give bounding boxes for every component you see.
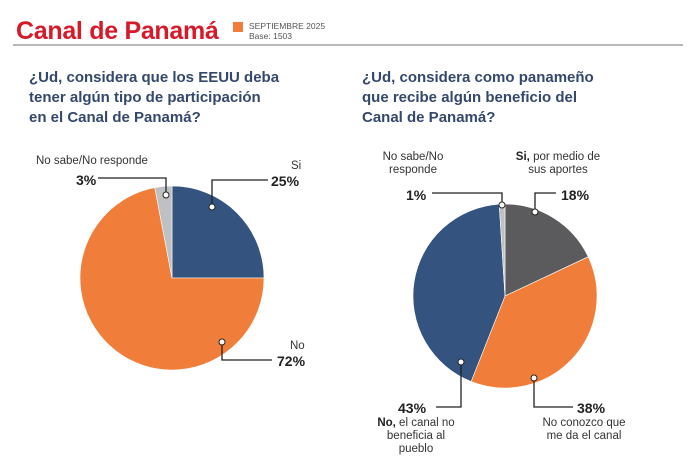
chart-1-value-nsnr: 3%: [76, 172, 97, 188]
chart-1-value-no: 72%: [277, 353, 306, 369]
chart-2-label-si-bold: Si,: [515, 151, 530, 163]
chart-2-label-si: Si, por medio de sus aportes: [513, 151, 603, 177]
chart-2-leader-no: [436, 362, 462, 408]
page-title: Canal de Panamá: [16, 17, 219, 45]
chart-2-slice-1: [470, 256, 598, 389]
chart-2-value-no: 43%: [398, 400, 427, 416]
chart-2-label-no-line: pueblo: [398, 443, 434, 455]
legend-date: SEPTIEMBRE 2025: [249, 21, 326, 31]
chart-2-label-no-bold: No,: [377, 417, 396, 429]
chart-1-label-nsnr: No sabe/No responde: [36, 155, 148, 167]
chart-1-leader-si-dot: [208, 203, 216, 211]
chart-1-leader-no-dot: [218, 338, 226, 346]
chart-2-slice-0: [504, 203, 589, 297]
chart-2-label-si-line: sus aportes: [528, 164, 588, 176]
chart-1-slice-0: [171, 185, 265, 279]
chart-1-slice-2: [154, 185, 173, 279]
legend-swatch: [233, 22, 243, 32]
chart-2-leader-noconozco: [533, 378, 573, 408]
leader-lines: [98, 177, 573, 408]
chart-1-leader-no: [221, 342, 272, 361]
chart-1-title-line: ¿Ud, considera que los EEUU deba: [29, 69, 280, 86]
chart-2-leader-noconozco-dot: [530, 374, 538, 382]
chart-2-leader-si-dot: [531, 208, 539, 216]
chart-1-title: ¿Ud, considera que los EEUU deba tener a…: [29, 68, 349, 128]
chart-2-title-line: Canal de Panamá?: [362, 109, 496, 126]
chart-2-value-nsnr: 1%: [406, 187, 427, 203]
chart-1-slice-1: [79, 187, 265, 371]
chart-1-title-line: tener algún tipo de participación: [29, 89, 261, 106]
chart-1-value-si: 25%: [271, 173, 300, 189]
chart-2-label-nsnr-line: No sabe/No: [382, 151, 444, 163]
chart-1-leader-nsnr: [98, 177, 167, 195]
chart-2-title-line: ¿Ud, considera como panameño: [362, 69, 594, 86]
chart-1-leader-si: [211, 179, 268, 207]
chart-1-leader-nsnr-dot: [162, 191, 170, 199]
pie-chart-2: [412, 203, 598, 389]
header-divider: [13, 44, 683, 46]
chart-2-leader-si: [534, 192, 556, 212]
chart-2-label-noconozco-line: me da el canal: [546, 430, 622, 442]
chart-2-leader-nsnr: [432, 192, 503, 205]
chart-2-leader-nsnr-dot: [498, 201, 506, 209]
chart-2-value-si: 18%: [561, 187, 590, 203]
chart-2-label-noconozco-line: No conozco que: [542, 417, 626, 429]
chart-2-leader-no-dot: [457, 358, 465, 366]
chart-1-title-line: en el Canal de Panamá?: [29, 109, 201, 126]
chart-2-title: ¿Ud, considera como panameño que recibe …: [362, 68, 682, 128]
chart-2-title-line: que recibe algún beneficio del: [362, 89, 578, 106]
chart-2-label-no-line: beneficia al: [386, 430, 446, 442]
chart-2-label-nsnr: No sabe/No responde: [378, 151, 448, 177]
legend-base: Base: 1503: [249, 31, 293, 41]
chart-2-label-no-line: el canal no: [399, 417, 455, 429]
pie-chart-1: [79, 185, 265, 371]
chart-1-label-si: Si: [291, 160, 302, 172]
chart-2-label-no: No, el canal no beneficia al pueblo: [366, 417, 466, 456]
chart-2-value-noconozco: 38%: [577, 400, 606, 416]
chart-2-label-si-line: por medio de: [533, 151, 601, 163]
chart-1-label-no: No: [290, 340, 305, 352]
chart-2-label-noconozco: No conozco que me da el canal: [534, 417, 634, 443]
chart-2-slice-2: [412, 203, 506, 382]
chart-2-label-nsnr-line: responde: [389, 164, 437, 176]
